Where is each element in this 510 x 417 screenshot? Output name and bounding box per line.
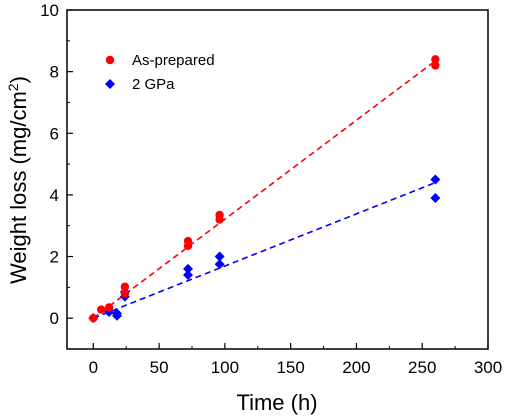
y-tick-label: 2 — [50, 248, 59, 267]
y-tick-label: 4 — [50, 186, 59, 205]
x-tick-label: 150 — [276, 358, 304, 377]
x-tick-label: 200 — [342, 358, 370, 377]
legend: As-prepared 2 GPa — [105, 52, 215, 93]
legend-label: As-prepared — [132, 52, 215, 69]
data-point — [214, 259, 225, 270]
x-tick-label: 0 — [89, 358, 98, 377]
fit-line — [93, 181, 436, 319]
data-point — [430, 174, 441, 185]
legend-marker — [105, 79, 115, 89]
x-tick-label: 300 — [474, 358, 502, 377]
x-tick-label: 50 — [150, 358, 169, 377]
data-markers — [88, 55, 441, 324]
y-tick-label: 6 — [50, 124, 59, 143]
data-point — [97, 305, 106, 314]
axis-ticks: 0 50 100 150 200 250 300 0 2 4 6 8 10 — [40, 1, 502, 377]
fit-lines — [92, 60, 436, 319]
data-point — [89, 313, 98, 323]
data-point — [111, 310, 122, 321]
data-point — [183, 241, 193, 250]
data-point — [215, 215, 224, 224]
data-point — [183, 263, 194, 274]
y-axis-title-superscript: 2 — [5, 83, 21, 91]
data-point — [183, 270, 194, 281]
data-point — [431, 55, 440, 64]
plot-frame — [66, 9, 489, 350]
data-point — [120, 289, 130, 298]
y-axis-title-close: ) — [6, 76, 31, 83]
data-point — [120, 282, 130, 291]
x-tick-label: 250 — [408, 358, 436, 377]
y-axis-title: Weight loss (mg/cm2) — [5, 76, 31, 284]
data-point — [431, 61, 440, 70]
x-tick-label: 100 — [211, 358, 239, 377]
y-tick-label: 0 — [50, 309, 59, 328]
legend-marker — [105, 55, 115, 65]
legend-label: 2 GPa — [132, 76, 175, 93]
y-tick-label: 10 — [40, 1, 59, 20]
fit-line — [92, 60, 436, 319]
y-axis-title-main: Weight loss (mg/cm — [6, 91, 31, 284]
data-point — [214, 251, 225, 262]
x-axis-title: Time (h) — [236, 390, 317, 415]
data-point — [430, 192, 441, 203]
data-point — [104, 303, 114, 312]
y-tick-label: 8 — [50, 63, 59, 82]
